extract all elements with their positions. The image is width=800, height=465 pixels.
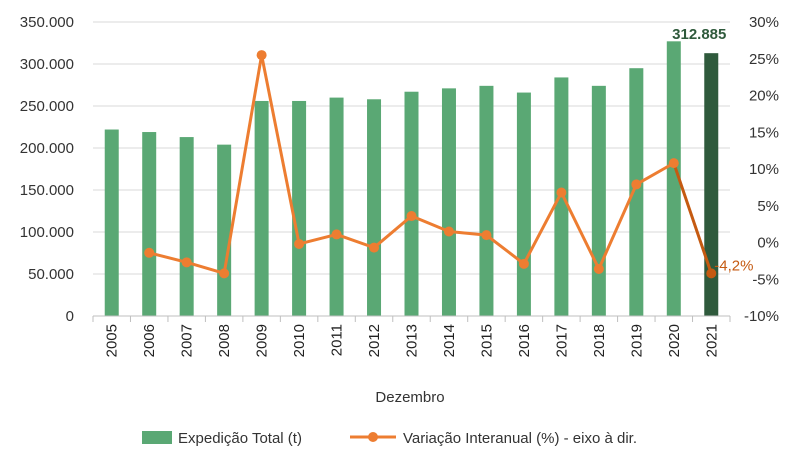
x-tick-label: 2009 — [254, 324, 271, 357]
bar — [629, 68, 644, 316]
bar — [254, 100, 269, 317]
x-tick-label: 2018 — [591, 324, 608, 357]
x-tick-label: 2013 — [404, 324, 421, 357]
bar — [591, 85, 606, 316]
line-segment — [522, 191, 563, 266]
legend: Expedição Total (t) Variação Interanual … — [142, 430, 637, 447]
line-point — [668, 158, 679, 169]
y-right-tick-label: 0% — [757, 235, 779, 252]
y-left-tick-label: 50.000 — [28, 266, 74, 283]
y-left-tick-label: 250.000 — [20, 98, 74, 115]
x-tick-label: 2017 — [553, 324, 570, 357]
bar — [329, 97, 344, 316]
legend-line-marker — [368, 432, 378, 442]
x-tick-label: 2011 — [329, 324, 346, 356]
bar-series — [104, 41, 719, 317]
line-point — [331, 229, 342, 240]
legend-line-label: Variação Interanual (%) - eixo à dir. — [403, 430, 637, 447]
line-segment — [672, 161, 713, 275]
x-tick-label: 2020 — [666, 324, 683, 357]
y-left-tick-label: 300.000 — [20, 56, 74, 73]
x-tick-label: 2021 — [703, 324, 720, 357]
line-point — [144, 247, 155, 258]
x-tick-label: 2014 — [441, 324, 458, 357]
x-tick-label: 2010 — [291, 324, 308, 357]
line-point — [181, 257, 192, 268]
line-point — [219, 268, 230, 279]
line-segment — [185, 260, 226, 275]
last-bar-value-label: 312.885 — [672, 26, 726, 43]
bar — [367, 99, 382, 316]
bar — [479, 85, 494, 316]
y-left-tick-label: 0 — [66, 308, 74, 325]
bar — [666, 41, 681, 316]
line-point — [518, 258, 529, 269]
bar — [217, 144, 232, 316]
line-segment — [447, 229, 488, 237]
x-tick-label: 2015 — [478, 324, 495, 357]
x-tick-labels: 2005 2006 2007 2008 2009 2010 2011 2012 2013 2014… — [104, 324, 721, 357]
line-point — [256, 50, 267, 61]
line-segment — [634, 161, 676, 186]
x-tick-label: 2008 — [216, 324, 233, 357]
bar — [516, 92, 531, 316]
y-right-tick-label: 25% — [749, 51, 779, 68]
y-right-tick-label: 5% — [757, 198, 779, 215]
bar — [142, 132, 157, 316]
bar — [104, 129, 119, 316]
y-left-tick-labels: 0 50.000 100.000 150.000 200.000 250.000 300.0… — [20, 14, 74, 325]
y-left-tick-label: 150.000 — [20, 182, 74, 199]
x-tick-label: 2005 — [104, 324, 121, 357]
line-point — [481, 230, 492, 241]
x-tick-label: 2019 — [628, 324, 645, 357]
y-left-tick-label: 100.000 — [20, 224, 74, 241]
y-left-tick-label: 200.000 — [20, 140, 74, 157]
line-point — [631, 179, 642, 190]
bar — [441, 88, 456, 316]
y-right-tick-labels: -10% -5% 0% 5% 10% 15% 20% 25% 30% — [744, 14, 779, 325]
bar — [404, 91, 419, 316]
bar — [179, 137, 194, 316]
line-point — [369, 242, 380, 253]
line-segment — [410, 214, 451, 233]
legend-bar-label: Expedição Total (t) — [178, 430, 302, 447]
axes — [92, 315, 731, 322]
line-segment — [597, 182, 638, 271]
y-left-tick-label: 350.000 — [20, 14, 74, 31]
line-segment — [484, 233, 526, 266]
annotations: 312.885 -4,2% — [672, 26, 753, 274]
line-segment — [297, 232, 339, 246]
line-segment — [559, 191, 601, 271]
line-segment — [335, 232, 376, 250]
x-tick-label: 2012 — [366, 324, 383, 357]
bar — [292, 100, 307, 317]
line-series — [144, 50, 717, 279]
line-point — [443, 226, 454, 237]
line-point — [294, 238, 305, 249]
line-segment — [222, 53, 264, 275]
line-point — [593, 263, 604, 274]
y-right-tick-label: -10% — [744, 308, 779, 325]
y-right-tick-label: 15% — [749, 124, 779, 141]
line-point — [556, 187, 567, 198]
legend-bar-swatch — [142, 431, 172, 444]
bar — [704, 53, 719, 316]
x-tick-label: 2007 — [179, 324, 196, 357]
y-right-tick-label: 10% — [749, 161, 779, 178]
x-tick-label: 2006 — [141, 324, 158, 357]
y-right-tick-label: -5% — [752, 271, 779, 288]
line-segment — [260, 53, 301, 246]
x-tick-label: 2016 — [516, 324, 533, 357]
x-axis-title: Dezembro — [375, 389, 444, 406]
line-point — [706, 268, 717, 279]
line-segment — [372, 214, 413, 250]
line-point — [406, 211, 417, 222]
y-right-tick-label: 30% — [749, 14, 779, 31]
y-right-tick-label: 20% — [749, 88, 779, 105]
line-segment — [147, 251, 189, 264]
last-pct-value-label: -4,2% — [714, 257, 753, 274]
